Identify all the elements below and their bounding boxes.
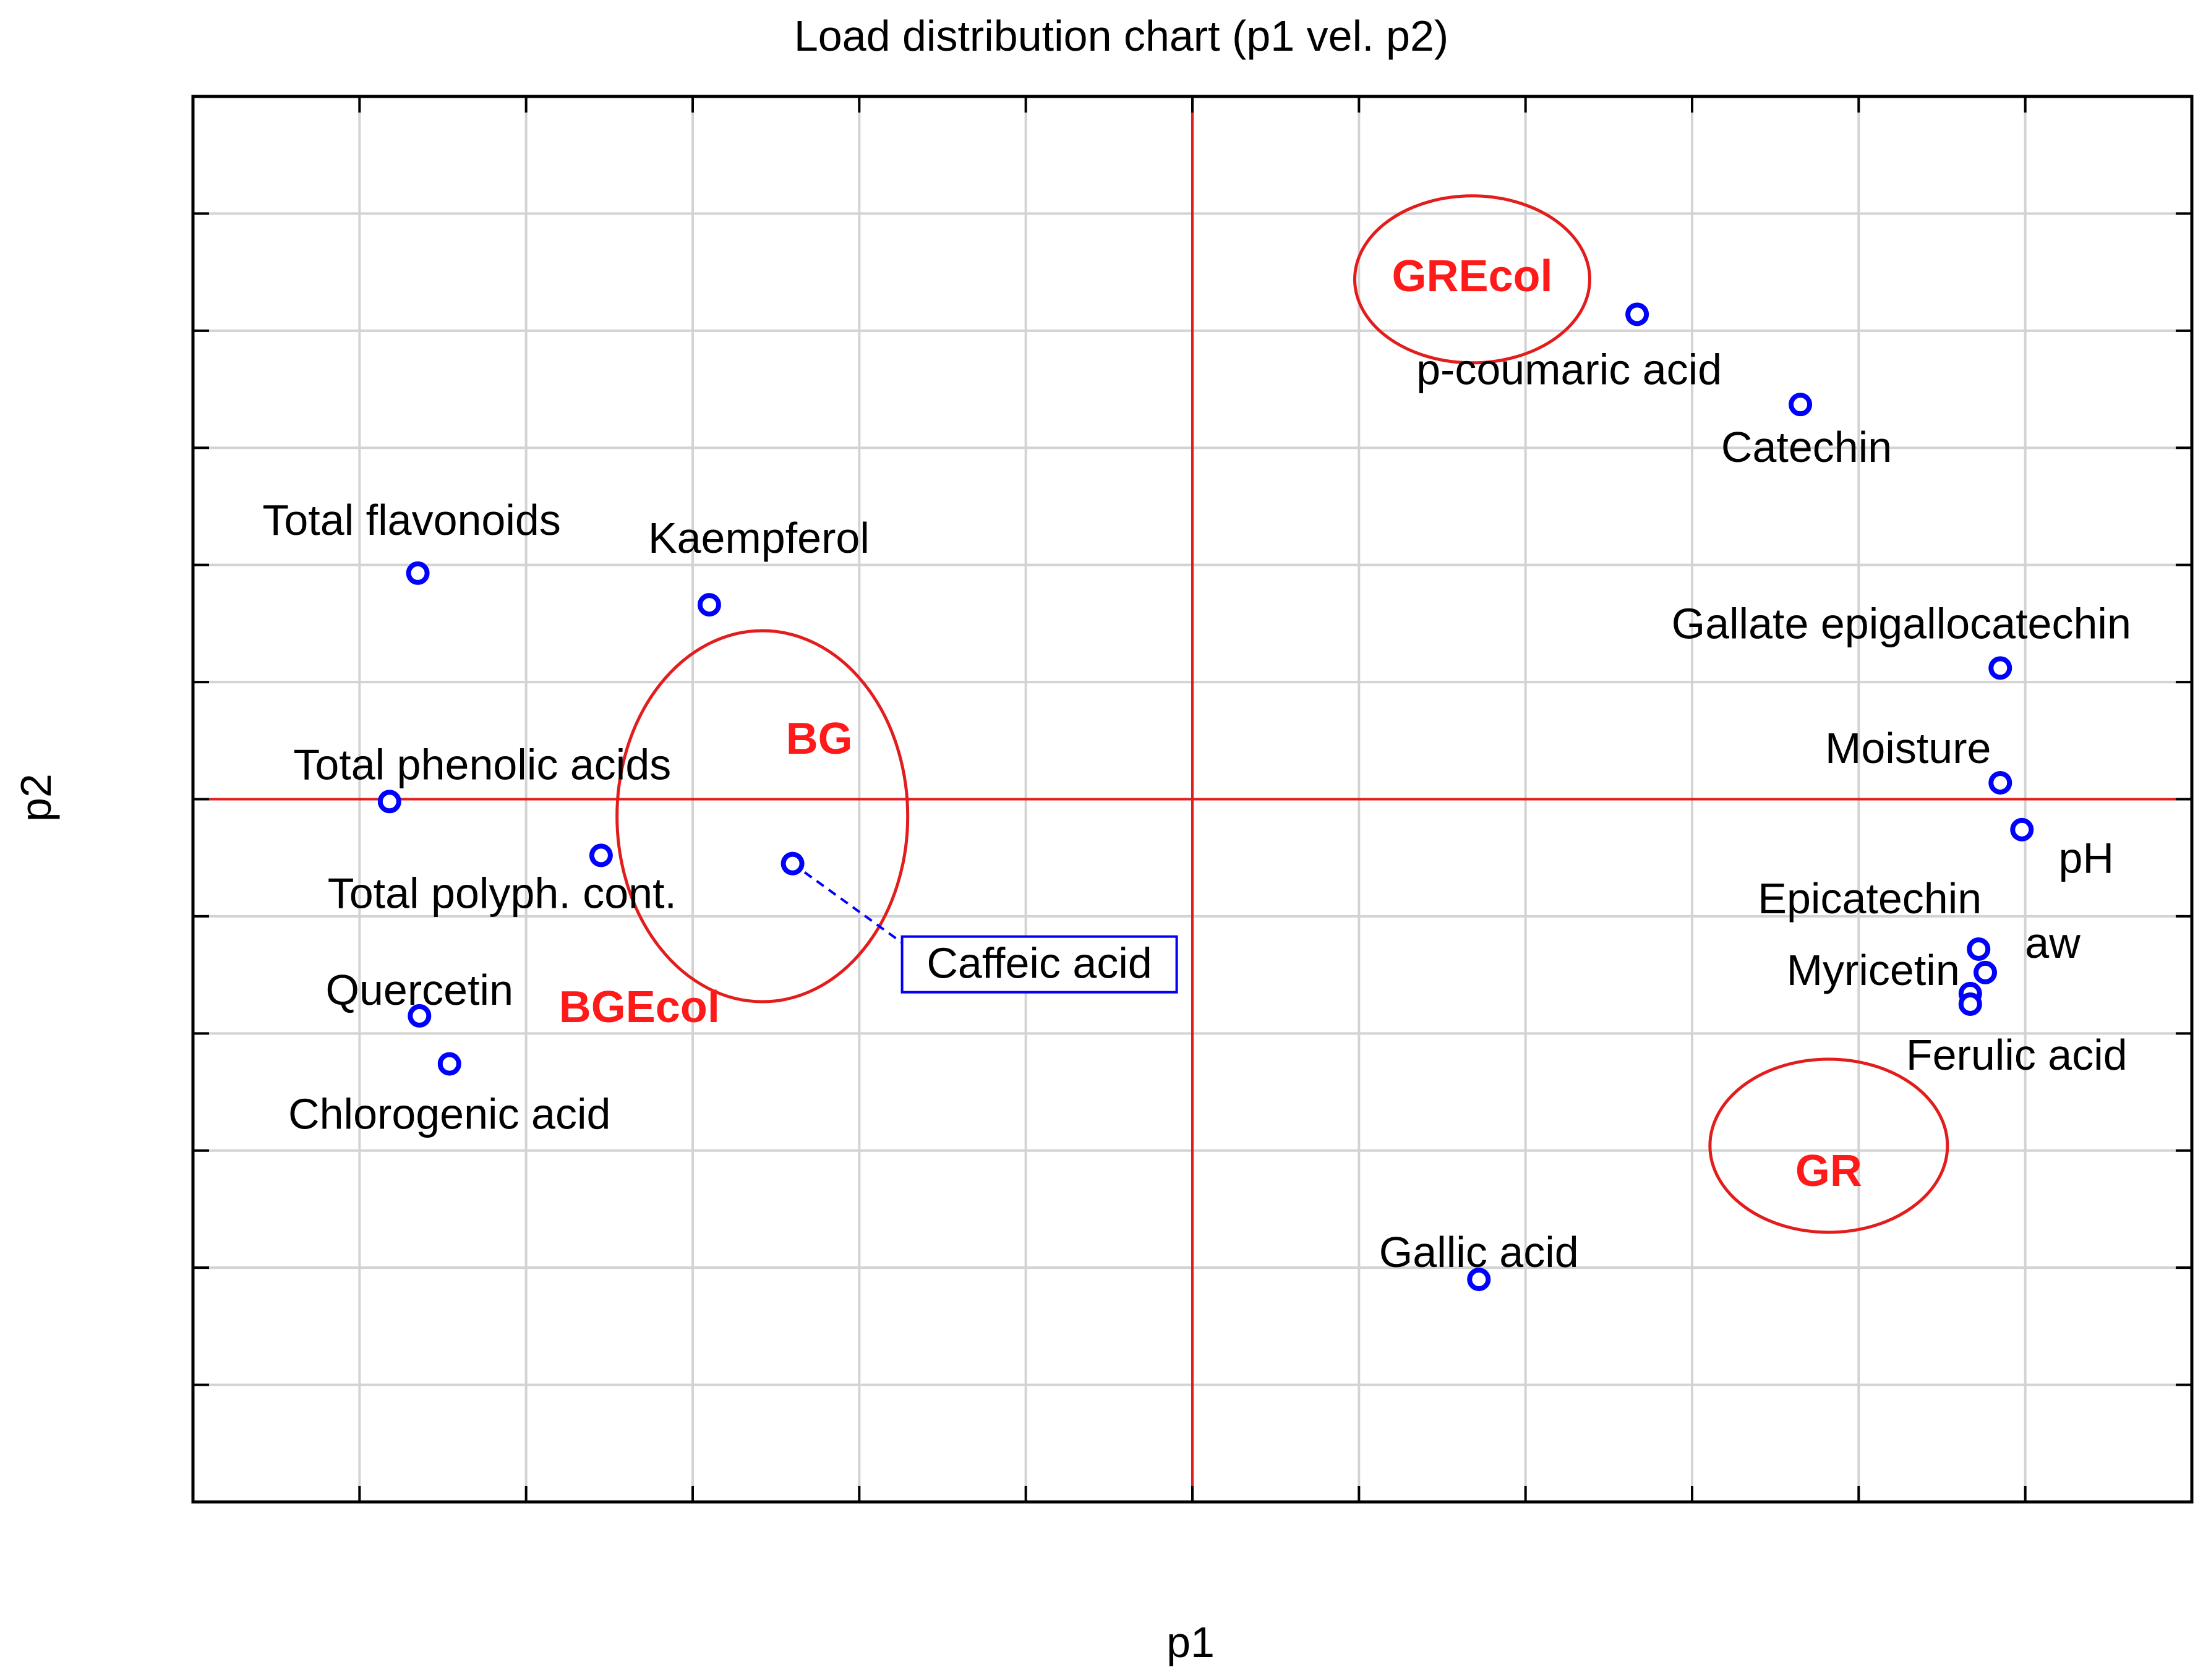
point-labels: Total flavonoids Kaempferol Total phenolic… — [262, 345, 2131, 1276]
data-point-total-polyph-cont — [589, 843, 613, 868]
data-point-chlorogenic-acid — [437, 1052, 461, 1076]
point-label: aw — [2025, 919, 2081, 967]
callout: Caffeic acid — [792, 863, 1178, 994]
zero-lines — [193, 96, 2192, 1502]
data-point-total-phenolic-acids — [377, 790, 401, 814]
point-label: Gallic acid — [1379, 1228, 1579, 1276]
group-label-grecol: GREcol — [1392, 252, 1552, 301]
group-ellipse-bg — [615, 629, 910, 1004]
group-ellipse-gr — [1708, 1057, 1949, 1234]
y-axis-label: p2 — [12, 774, 60, 822]
point-label: p-coumaric acid — [1416, 345, 1722, 393]
point-label: Ferulic acid — [1906, 1031, 2128, 1079]
point-label: Myricetin — [1787, 946, 1960, 994]
chart-title: Load distribution chart (p1 vel. p2) — [794, 12, 1448, 60]
point-label: Kaempferol — [648, 514, 870, 562]
group-ellipses — [615, 194, 1949, 1234]
point-label: Gallate epigallocatechin — [1672, 599, 2131, 647]
data-point-ph — [2010, 817, 2034, 842]
point-label: Total polyph. cont. — [328, 869, 677, 917]
data-points — [377, 302, 2034, 1292]
point-label: Catechin — [1721, 423, 1892, 471]
data-point-kaempferol — [697, 593, 721, 617]
point-label: Moisture — [1825, 724, 1991, 772]
group-label-gr: GR — [1795, 1146, 1862, 1196]
point-label: Quercetin — [326, 966, 513, 1014]
data-point-epicatechin — [1967, 937, 1991, 961]
data-point-caffeic-acid — [780, 851, 805, 876]
callout-label: Caffeic acid — [926, 939, 1152, 987]
data-point-gallic-acid — [1467, 1268, 1491, 1292]
plot-frame — [191, 95, 2194, 1504]
group-labels: GREcol BG BGEcol GR — [559, 252, 1862, 1196]
point-label: Epicatechin — [1758, 874, 1982, 923]
data-point-quercetin — [408, 1004, 432, 1028]
data-point-total-flavonoids — [406, 561, 430, 585]
axis-ticks — [193, 96, 2192, 1502]
x-axis-label: p1 — [1166, 1618, 1215, 1666]
callout-leader-line — [792, 863, 903, 944]
data-point-p-coumaric-acid — [1625, 302, 1649, 326]
point-label: pH — [2059, 834, 2114, 882]
callout-box — [900, 935, 1178, 994]
data-point-aw — [1974, 960, 1998, 984]
point-label: Total flavonoids — [262, 496, 561, 544]
data-point-moisture — [1988, 770, 2012, 795]
group-ellipse-grecol — [1353, 194, 1591, 365]
point-label: Chlorogenic acid — [288, 1090, 610, 1138]
data-point-catechin — [1789, 393, 1813, 417]
group-label-bg: BG — [786, 714, 853, 764]
group-label-bgecol: BGEcol — [559, 983, 720, 1032]
data-point-ferulic-acid — [1958, 992, 1982, 1016]
data-point-gallate-epigallocatechin — [1988, 656, 2012, 680]
point-label: Total phenolic acids — [293, 740, 671, 788]
